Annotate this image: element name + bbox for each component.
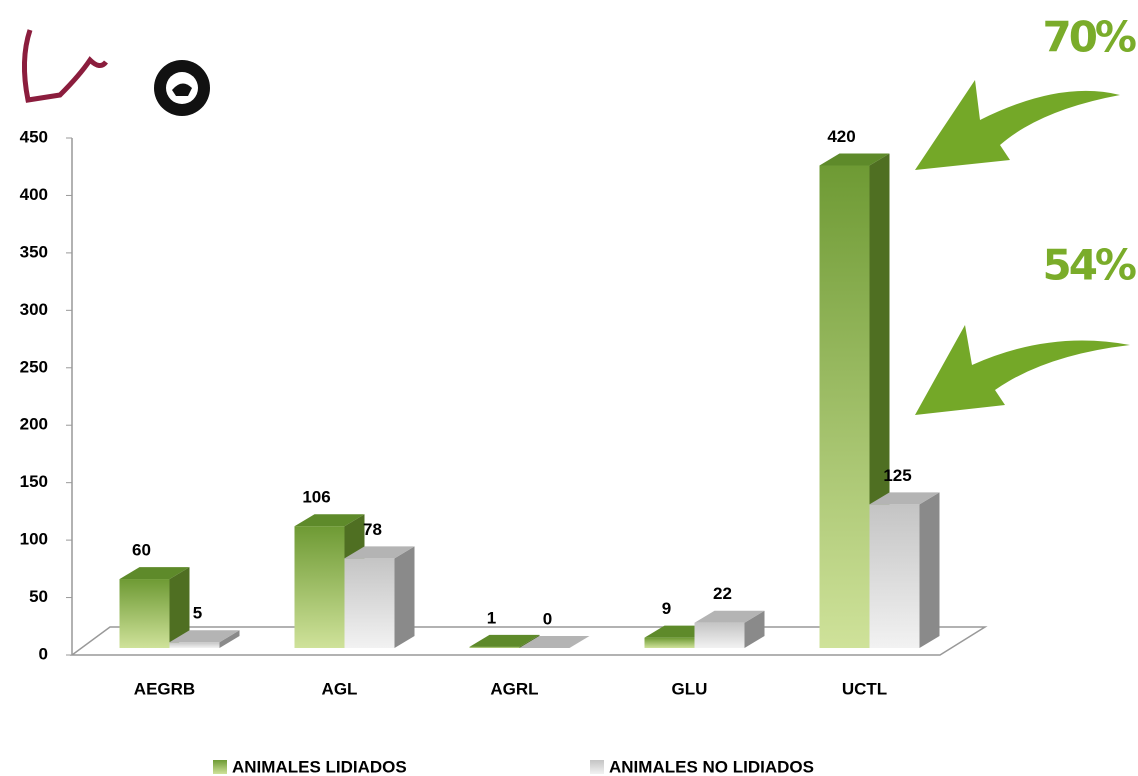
value-label: 60 (132, 541, 151, 560)
y-tick-label: 450 (20, 127, 48, 146)
value-label: 78 (363, 520, 382, 539)
bar (344, 558, 395, 648)
y-tick-label: 0 (39, 644, 48, 663)
legend-label: ANIMALES LIDIADOS (232, 757, 407, 776)
value-label: 1 (487, 608, 496, 627)
arrow (915, 80, 1120, 170)
y-tick-label: 150 (20, 472, 48, 491)
value-label: 22 (713, 584, 732, 603)
x-tick-label: AGL (322, 679, 358, 698)
legend-swatch (590, 760, 604, 774)
bar (644, 637, 695, 648)
logo (21, 29, 210, 116)
bar (869, 504, 920, 648)
value-label: 9 (662, 599, 671, 618)
bar-top (819, 153, 890, 166)
legend-swatch (213, 760, 227, 774)
bar-top (519, 636, 590, 648)
bar (119, 579, 170, 648)
y-tick-label: 300 (20, 300, 48, 319)
y-tick-label: 400 (20, 185, 48, 204)
annotation: 70% (1042, 13, 1135, 62)
bar-top (869, 492, 940, 505)
x-tick-label: GLU (672, 679, 708, 698)
value-label: 106 (302, 488, 330, 507)
bar-side (169, 567, 190, 648)
bar-side (744, 610, 765, 648)
y-tick-label: 50 (29, 587, 48, 606)
bar-side (919, 492, 940, 648)
bar-top (469, 634, 540, 647)
value-label: 5 (193, 604, 202, 623)
bar (819, 165, 870, 648)
x-tick-label: UCTL (842, 679, 887, 698)
arrow (915, 325, 1130, 415)
legend-label: ANIMALES NO LIDIADOS (609, 757, 814, 776)
y-tick-label: 100 (20, 530, 48, 549)
bar (169, 642, 220, 648)
y-tick-label: 350 (20, 242, 48, 261)
value-label: 125 (883, 466, 911, 485)
bar-side (219, 630, 240, 648)
bar-side (394, 546, 415, 648)
x-tick-label: AEGRB (134, 679, 195, 698)
y-tick-label: 200 (20, 415, 48, 434)
bar (694, 622, 745, 648)
value-label: 0 (543, 609, 552, 628)
bar-top (344, 546, 415, 559)
bar (469, 646, 520, 648)
bar-top (169, 630, 240, 643)
value-label: 420 (827, 127, 855, 146)
bar-top (694, 610, 765, 623)
x-tick-label: AGRL (490, 679, 538, 698)
bar-top (119, 567, 190, 580)
annotation: 54% (1042, 241, 1135, 290)
y-tick-label: 250 (20, 357, 48, 376)
bar-top (294, 514, 365, 527)
bar (294, 526, 345, 648)
bar-side (519, 634, 540, 648)
